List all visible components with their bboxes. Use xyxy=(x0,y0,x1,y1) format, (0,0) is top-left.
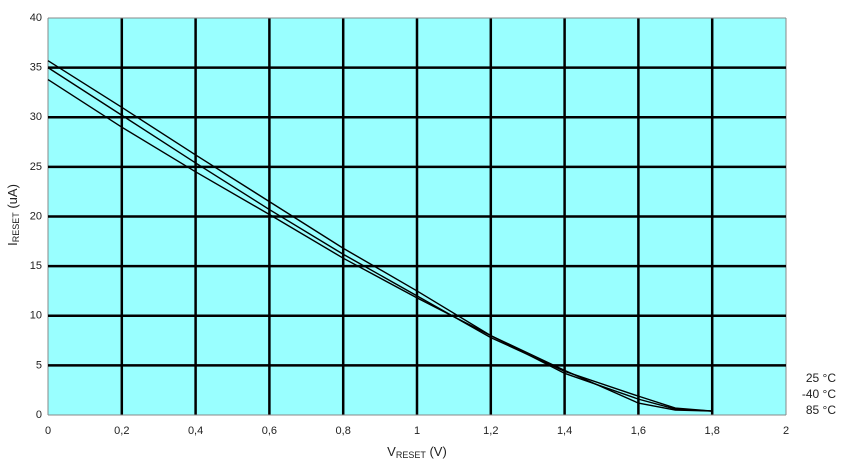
x-tick-label: 0,8 xyxy=(336,425,351,437)
legend-entry: -40 °C xyxy=(802,387,836,401)
grid xyxy=(47,17,787,416)
x-tick-label: 2 xyxy=(783,425,789,437)
x-tick-label: 0,6 xyxy=(262,425,277,437)
x-tick-label: 1,2 xyxy=(483,425,498,437)
y-tick-label: 40 xyxy=(30,12,42,24)
y-label-sub: RESET xyxy=(11,212,21,243)
x-tick-label: 1,8 xyxy=(705,425,720,437)
x-tick-label: 1,6 xyxy=(631,425,646,437)
legend-entry: 25 °C xyxy=(806,371,836,385)
y-axis-label: IRESET (uA) xyxy=(5,184,21,246)
x-label-rest: (V) xyxy=(426,444,447,459)
x-tick-label: 0 xyxy=(45,425,51,437)
x-tick-label: 0,2 xyxy=(114,425,129,437)
x-tick-label: 0,4 xyxy=(188,425,203,437)
y-tick-label: 20 xyxy=(30,210,42,222)
y-tick-label: 25 xyxy=(30,161,42,173)
legend-entry: 85 °C xyxy=(806,403,836,417)
y-label-main: I xyxy=(5,242,20,246)
x-label-sub: RESET xyxy=(396,450,427,460)
y-tick-label: 15 xyxy=(30,260,42,272)
series-line xyxy=(47,78,713,412)
y-label-rest: (uA) xyxy=(5,184,20,212)
y-tick-label: 30 xyxy=(30,111,42,123)
y-tick-label: 10 xyxy=(30,310,42,322)
y-tick-label: 5 xyxy=(36,359,42,371)
x-tick-label: 1 xyxy=(414,425,420,437)
x-axis-label: VRESET (V) xyxy=(387,444,447,460)
series-line xyxy=(47,67,713,412)
y-tick-label: 0 xyxy=(36,409,42,421)
x-label-main: V xyxy=(387,444,396,459)
lines xyxy=(47,60,713,412)
series-line xyxy=(47,60,713,412)
x-tick-label: 1,4 xyxy=(557,425,572,437)
y-tick-label: 35 xyxy=(30,62,42,74)
